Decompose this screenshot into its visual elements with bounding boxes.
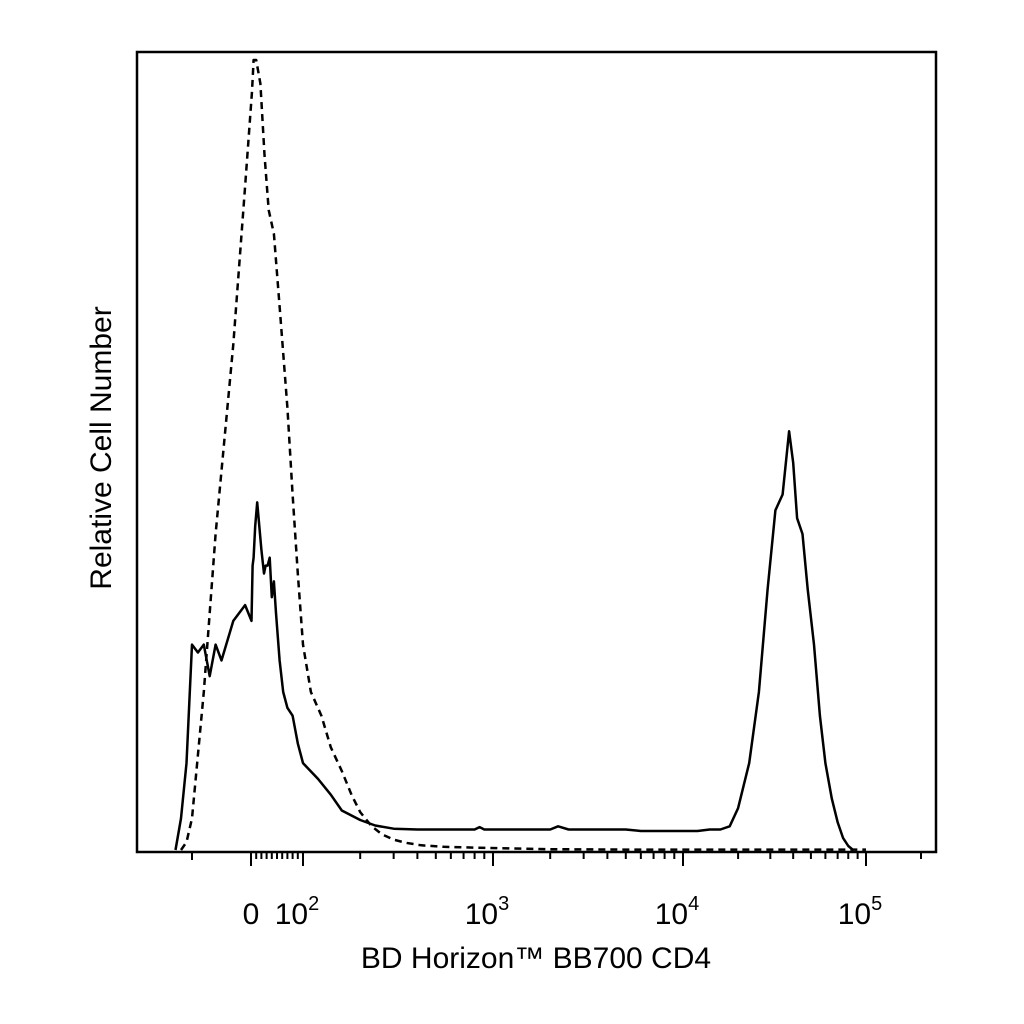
x-axis-ticks xyxy=(191,852,922,866)
solid-histogram-line xyxy=(174,430,854,851)
series-layer xyxy=(174,58,866,851)
x-tick-labels: 0 102 103 104 105 xyxy=(243,893,883,931)
x-tick-label: 0 xyxy=(243,898,260,931)
x-tick-label: 104 xyxy=(655,893,700,931)
x-tick-label: 105 xyxy=(838,893,883,931)
dashed-histogram-line xyxy=(179,58,866,851)
x-axis-label: BD Horizon™ BB700 CD4 xyxy=(361,942,711,975)
y-axis-label: Relative Cell Number xyxy=(85,306,118,589)
plot-frame xyxy=(135,50,938,854)
x-tick-label: 103 xyxy=(465,893,510,931)
x-tick-label: 102 xyxy=(275,893,320,931)
